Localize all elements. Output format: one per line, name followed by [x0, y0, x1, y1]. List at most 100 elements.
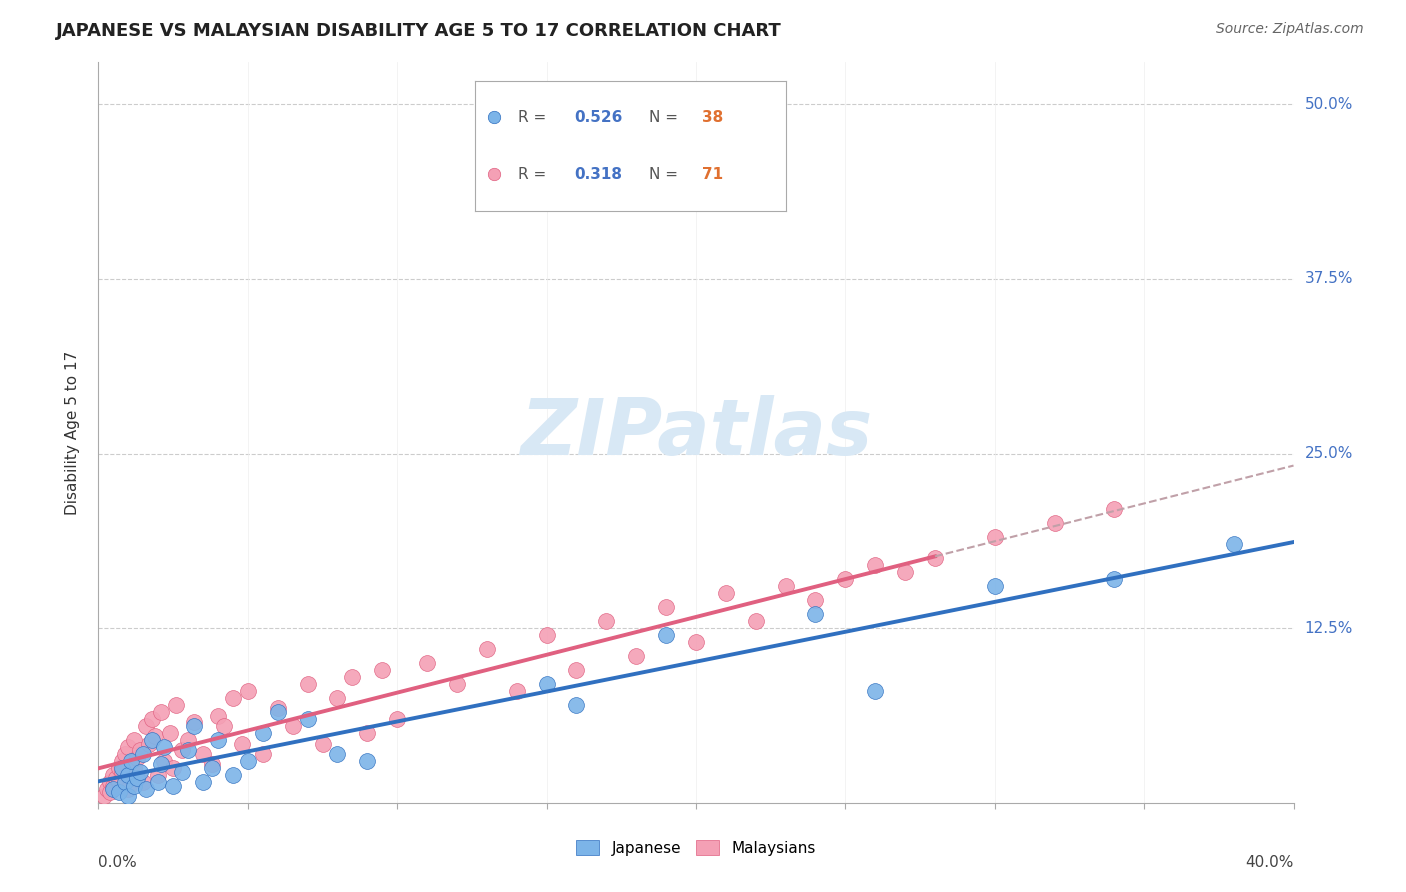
Point — [311, 737, 333, 751]
Point — [222, 768, 245, 782]
Point — [183, 714, 205, 729]
Point — [655, 600, 678, 615]
Text: Source: ZipAtlas.com: Source: ZipAtlas.com — [1216, 22, 1364, 37]
Point — [342, 670, 364, 684]
Point — [153, 754, 176, 768]
Text: JAPANESE VS MALAYSIAN DISABILITY AGE 5 TO 17 CORRELATION CHART: JAPANESE VS MALAYSIAN DISABILITY AGE 5 T… — [56, 22, 782, 40]
Point — [111, 765, 134, 780]
Point — [114, 747, 136, 761]
Point — [93, 789, 115, 803]
Point — [745, 614, 768, 628]
Point — [267, 701, 290, 715]
Point — [416, 656, 439, 670]
Point — [103, 781, 125, 796]
Point — [150, 756, 173, 771]
Point — [775, 579, 797, 593]
Point — [127, 771, 149, 785]
Point — [132, 747, 155, 761]
Point — [236, 754, 259, 768]
Point — [446, 677, 468, 691]
Point — [191, 775, 214, 789]
Point — [172, 742, 194, 756]
Point — [207, 733, 229, 747]
Point — [117, 789, 139, 803]
Text: 37.5%: 37.5% — [1305, 271, 1353, 286]
Point — [565, 663, 588, 677]
Y-axis label: Disability Age 5 to 17: Disability Age 5 to 17 — [65, 351, 80, 515]
Point — [141, 733, 163, 747]
Point — [129, 742, 152, 756]
Text: 50.0%: 50.0% — [1305, 97, 1353, 112]
Point — [117, 739, 139, 754]
Point — [172, 765, 194, 780]
Point — [162, 779, 184, 793]
Point — [177, 733, 200, 747]
Point — [108, 784, 131, 798]
Point — [714, 586, 737, 600]
Point — [132, 775, 155, 789]
Point — [138, 737, 160, 751]
Point — [865, 684, 887, 698]
Point — [141, 712, 163, 726]
Point — [385, 712, 409, 726]
Point — [595, 614, 617, 628]
Point — [222, 691, 245, 706]
Point — [96, 781, 118, 796]
Point — [111, 761, 134, 775]
Point — [252, 726, 274, 740]
Point — [924, 551, 946, 566]
Point — [326, 691, 349, 706]
Point — [135, 781, 157, 796]
Point — [165, 698, 187, 712]
Point — [865, 558, 887, 573]
Point — [153, 739, 176, 754]
Point — [207, 709, 229, 723]
Point — [804, 593, 827, 607]
Point — [356, 726, 378, 740]
Text: 0.0%: 0.0% — [98, 855, 138, 870]
Point — [124, 761, 146, 775]
Point — [506, 684, 529, 698]
Point — [536, 677, 558, 691]
Point — [108, 761, 131, 775]
Point — [655, 628, 678, 642]
Point — [231, 737, 253, 751]
Point — [120, 771, 142, 785]
Point — [120, 754, 142, 768]
Point — [159, 726, 181, 740]
Point — [984, 579, 1007, 593]
Text: 25.0%: 25.0% — [1305, 446, 1353, 461]
Point — [297, 677, 319, 691]
Point — [191, 747, 214, 761]
Point — [475, 642, 498, 657]
Point — [297, 712, 319, 726]
Point — [129, 765, 152, 780]
Point — [1043, 516, 1066, 531]
Point — [685, 635, 707, 649]
Point — [267, 705, 290, 719]
Point — [201, 756, 224, 771]
Text: ZIPatlas: ZIPatlas — [520, 394, 872, 471]
Point — [114, 775, 136, 789]
Text: 40.0%: 40.0% — [1246, 855, 1294, 870]
Point — [1104, 502, 1126, 516]
Point — [252, 747, 274, 761]
Point — [117, 768, 139, 782]
Point — [98, 775, 122, 789]
Point — [201, 761, 224, 775]
Point — [111, 754, 134, 768]
Point — [371, 663, 394, 677]
Point — [894, 566, 917, 580]
Point — [162, 761, 184, 775]
Point — [183, 719, 205, 733]
Point — [356, 754, 378, 768]
Point — [212, 719, 235, 733]
Text: 12.5%: 12.5% — [1305, 621, 1353, 636]
Point — [117, 781, 139, 796]
Point — [1104, 572, 1126, 586]
Legend: Japanese, Malaysians: Japanese, Malaysians — [569, 834, 823, 862]
Point — [1223, 537, 1246, 551]
Point — [565, 698, 588, 712]
Point — [281, 719, 304, 733]
Point — [984, 530, 1007, 544]
